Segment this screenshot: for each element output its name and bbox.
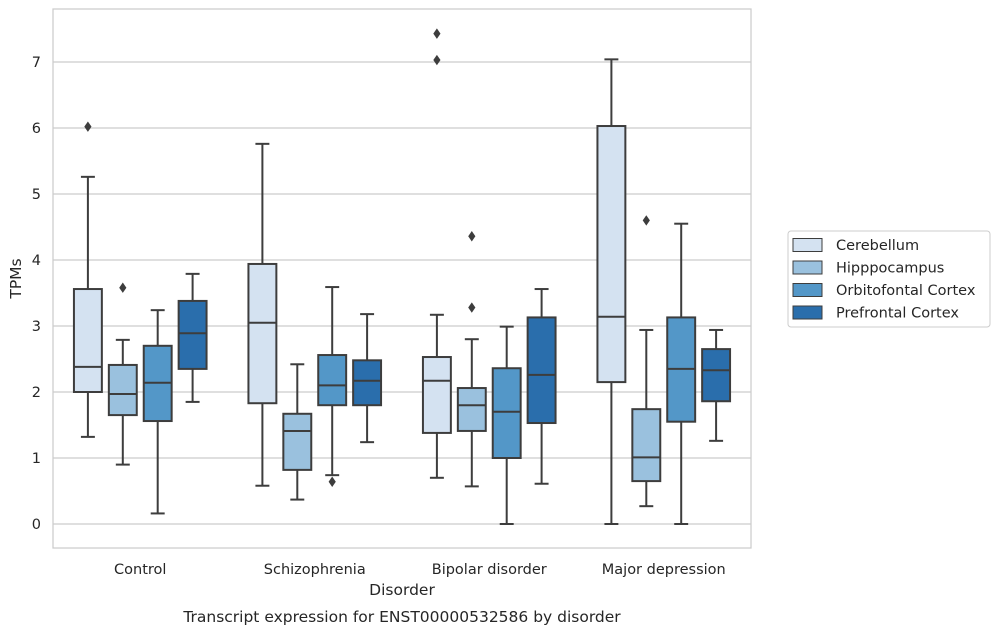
x-tick-label: Control	[114, 562, 166, 578]
box	[421, 356, 452, 434]
legend-label: Prefrontal Cortex	[836, 306, 959, 322]
y-axis-label: TPMs	[7, 258, 25, 299]
box-group	[247, 142, 278, 487]
box-group	[456, 231, 487, 488]
outlier-marker	[119, 282, 127, 293]
box-group	[526, 288, 557, 485]
box	[107, 363, 138, 417]
y-ticks: 0 1 2 3 4 5 6 7	[32, 55, 41, 533]
box-group	[352, 313, 383, 444]
x-tick-label: Major depression	[602, 562, 726, 578]
outlier-marker	[468, 231, 476, 242]
outlier-marker	[468, 302, 476, 313]
box	[282, 412, 313, 471]
plot-area-frame	[52, 8, 752, 549]
box-group	[177, 272, 208, 403]
box-group	[107, 282, 138, 466]
outlier-marker	[328, 476, 336, 487]
box	[526, 316, 557, 425]
legend: Cerebellum Hipppocampus Orbitofontal Corte…	[787, 230, 991, 328]
y-tick-label: 3	[32, 319, 41, 335]
outlier-marker	[433, 54, 441, 66]
box	[177, 299, 208, 370]
y-tick-label: 6	[32, 121, 41, 137]
box	[317, 354, 348, 407]
outlier-marker	[433, 28, 441, 39]
legend-swatch	[792, 238, 823, 252]
box	[247, 262, 278, 405]
box-group	[142, 309, 173, 515]
box	[701, 348, 732, 403]
legend-frame	[787, 230, 991, 328]
y-tick-label: 1	[32, 451, 41, 467]
box	[72, 288, 103, 394]
box-group	[282, 363, 313, 501]
box-group	[666, 222, 697, 525]
y-tick-label: 7	[32, 55, 41, 71]
outlier-marker	[84, 121, 92, 132]
y-tick-label: 0	[32, 517, 41, 533]
x-axis-label: Disorder	[369, 581, 435, 599]
legend-swatch	[792, 283, 823, 297]
legend-label: Hipppocampus	[836, 261, 944, 277]
box	[491, 367, 522, 459]
box	[631, 408, 662, 483]
box-group	[596, 58, 627, 525]
x-tick-label: Bipolar disorder	[432, 562, 547, 578]
box-group	[631, 215, 662, 508]
legend-label: Cerebellum	[836, 238, 919, 254]
legend-label: Orbitofontal Cortex	[836, 283, 976, 299]
legend-swatch	[792, 305, 823, 320]
x-ticks: Control Schizophrenia Bipolar disorder Majo…	[114, 562, 726, 578]
y-tick-label: 5	[32, 187, 41, 203]
y-tick-label: 4	[32, 253, 41, 269]
box	[352, 359, 383, 407]
box	[596, 125, 627, 384]
x-tick-label: Schizophrenia	[264, 562, 366, 578]
outlier-marker	[642, 215, 650, 226]
box-group	[317, 286, 348, 487]
box-group	[421, 28, 452, 479]
box	[456, 387, 487, 432]
legend-swatch	[792, 260, 823, 275]
chart-title: Transcript expression for ENST0000053258…	[182, 608, 621, 626]
box-group	[72, 121, 103, 438]
box-group	[701, 328, 732, 442]
boxes	[72, 28, 732, 525]
box-group	[491, 325, 522, 525]
y-tick-label: 2	[32, 385, 41, 401]
